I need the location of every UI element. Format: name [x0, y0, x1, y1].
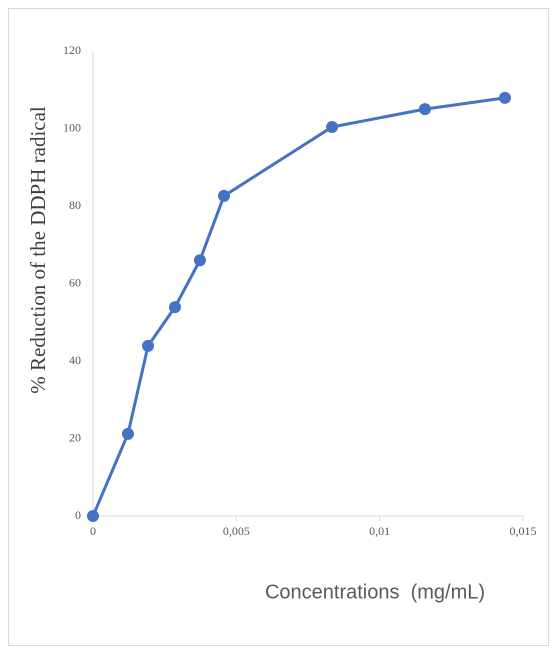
data-point [193, 254, 206, 267]
data-point [326, 120, 339, 133]
data-point [498, 91, 511, 104]
data-point [168, 301, 181, 314]
y-tick-label: 20 [69, 430, 81, 444]
x-axis-label: Concentrations (mg/mL) [265, 581, 485, 603]
data-point [121, 427, 134, 440]
y-tick-label: 40 [69, 353, 81, 367]
data-point [87, 510, 99, 522]
x-tick-label: 0,015 [510, 524, 537, 538]
y-tick-label: 80 [69, 198, 81, 212]
y-axis-label: % Reduction of the DDPH radical [26, 106, 50, 394]
y-tick-label: 100 [63, 120, 81, 134]
y-tick-label: 60 [69, 275, 81, 289]
x-tick-label: 0,005 [223, 524, 250, 538]
data-point [218, 189, 231, 202]
data-point [418, 103, 431, 116]
chart-frame [8, 8, 549, 646]
data-point [142, 339, 155, 352]
y-tick-label: 0 [75, 508, 81, 522]
y-tick-label: 120 [63, 43, 81, 57]
x-tick-label: 0,01 [369, 524, 390, 538]
x-tick-label: 0 [90, 524, 96, 538]
